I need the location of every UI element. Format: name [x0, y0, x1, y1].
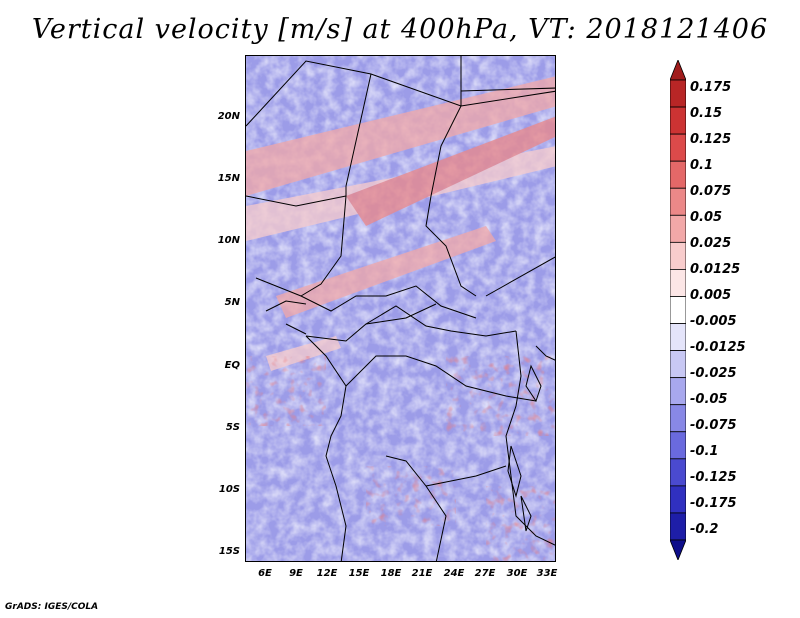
colorbar-label: -0.025 [690, 366, 737, 381]
colorbar-label: -0.175 [690, 496, 737, 511]
colorbar-label: 0.075 [690, 184, 732, 199]
colorbar-label: 0.15 [690, 106, 723, 121]
lon-label: 6E [258, 568, 272, 579]
colorbar-segment [670, 214, 686, 243]
colorbar-label: 0.05 [690, 210, 723, 225]
country-borders [246, 56, 555, 561]
lon-label: 33E [536, 568, 558, 579]
positive-bands [246, 76, 555, 371]
lon-label: 15E [348, 568, 370, 579]
colorbar-label: 0.025 [690, 236, 732, 251]
lat-label: 5S [225, 422, 240, 433]
colorbar-label: -0.0125 [690, 340, 746, 355]
lakes [507, 364, 542, 532]
colorbar-label: -0.125 [690, 470, 737, 485]
colorbar-segment [670, 431, 686, 460]
colorbar-segment [670, 296, 686, 324]
colorbar-segment [670, 458, 686, 487]
colorbar-label: -0.075 [690, 418, 737, 433]
lat-label: 10N [217, 235, 240, 246]
lon-label: 12E [316, 568, 338, 579]
lon-label: 9E [289, 568, 303, 579]
colorbar-label: -0.05 [690, 392, 728, 407]
map-panel [245, 55, 556, 562]
colorbar-min-arrow [670, 539, 686, 560]
colorbar-segment [670, 323, 686, 351]
lat-label: 20N [217, 111, 240, 122]
colorbar-segment [670, 269, 686, 297]
colorbar-segment [670, 106, 686, 135]
colorbar-segment [670, 187, 686, 216]
colorbar-label: -0.005 [690, 314, 737, 329]
colorbar-segment [670, 512, 686, 541]
lon-label: 18E [380, 568, 402, 579]
colorbar-segment [670, 160, 686, 189]
colorbar-label: 0.1 [690, 158, 714, 173]
colorbar-label: -0.1 [690, 444, 719, 459]
colorbar-segment [670, 377, 686, 406]
colorbar-segment [670, 133, 686, 162]
lat-label: 5N [224, 297, 240, 308]
colorbar-segment [670, 241, 686, 270]
colorbar-label: 0.175 [690, 80, 732, 95]
vertical-velocity-field [246, 56, 555, 561]
colorbar-segment [670, 485, 686, 514]
lon-label: 27E [474, 568, 496, 579]
convective-patches [246, 356, 555, 561]
lat-label: 15S [218, 546, 240, 557]
lat-label: EQ [224, 360, 240, 371]
lon-label: 24E [443, 568, 465, 579]
colorbar-label: -0.2 [690, 522, 719, 537]
grads-credit: GrADS: IGES/COLA [5, 602, 99, 612]
chart-title: Vertical velocity [m/s] at 400hPa, VT: 2… [31, 14, 769, 45]
colorbar-segment [670, 404, 686, 433]
lon-label: 21E [411, 568, 433, 579]
colorbar-max-arrow [670, 60, 686, 81]
colorbar-label: 0.0125 [690, 262, 741, 277]
colorbar-label: 0.125 [690, 132, 732, 147]
colorbar-segment [670, 79, 686, 108]
lon-label: 30E [506, 568, 528, 579]
lat-label: 15N [217, 173, 240, 184]
colorbar-segment [670, 350, 686, 379]
colorbar-label: 0.005 [690, 288, 732, 303]
lat-label: 10S [218, 484, 240, 495]
colorbar [670, 60, 686, 560]
